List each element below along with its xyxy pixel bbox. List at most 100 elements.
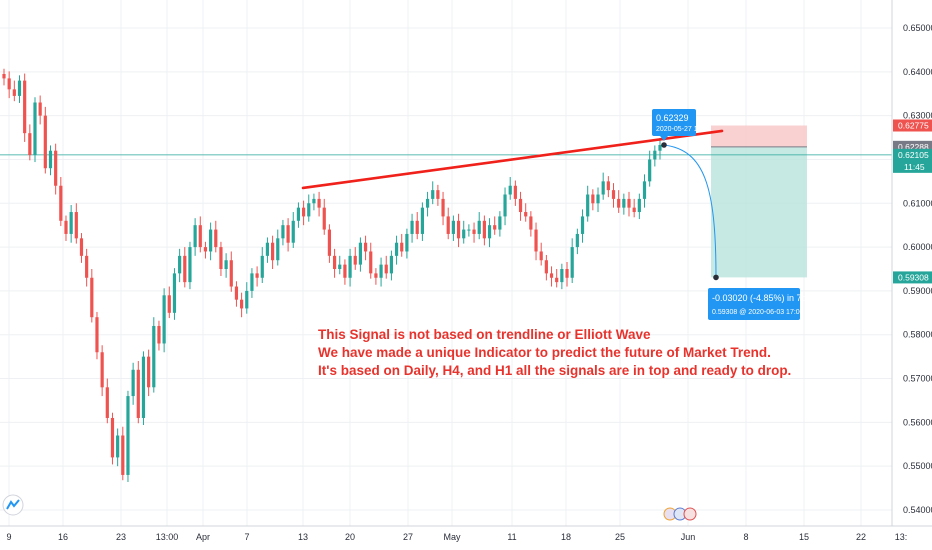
candle-body [596,194,600,204]
candle-body [33,102,37,156]
candle-body [286,225,290,243]
candle-body [487,225,492,239]
x-tick-label: 8 [743,532,748,542]
candle-body [544,260,548,274]
candle-body [498,216,502,230]
x-tick-label: 13 [298,532,308,542]
candle-body [7,78,11,90]
candle-body [648,159,652,182]
x-tick-label: 16 [58,532,68,542]
candle-body [622,198,626,208]
candle-body [183,255,187,283]
stop-price-badge: 0.62775 [893,119,932,132]
x-tick-label: 23 [116,532,126,542]
candle-body [611,190,616,199]
candle-body [513,185,517,199]
forecast-start-point[interactable] [661,142,667,148]
x-tick-label: 18 [561,532,571,542]
candle-body [28,133,32,156]
candle-body [555,277,559,283]
candle-body [379,264,383,278]
candle-body [446,216,450,234]
candle-body [85,255,89,278]
candle-body [570,247,574,278]
candle-body [234,286,239,300]
candle-body [332,255,337,269]
candle-body [338,264,342,269]
x-tick-label: 22 [856,532,866,542]
candle-body [110,417,115,458]
candle-body [632,207,636,213]
x-tick-label: 9 [6,532,11,542]
event-flag-icon [683,507,697,521]
candle-body [291,220,295,243]
candle-body [188,247,192,283]
candle-body [374,273,378,278]
candle-body [518,198,523,213]
candle-body [456,220,461,239]
candle-body [172,273,177,313]
candle-body [224,260,228,269]
candle-body [147,356,151,388]
candle-body [38,102,42,116]
candle-body [255,273,259,278]
candle-body [105,387,109,418]
current-price-label: 0.62105 [898,150,929,160]
trendline[interactable] [301,129,724,190]
candle-body [209,229,213,252]
candle-body [152,325,156,388]
candle-body [462,229,466,239]
candle-body [410,220,414,234]
x-axis-panel[interactable] [0,526,932,550]
candle-body [405,233,409,252]
candle-body [472,229,476,234]
candle-body [658,144,662,151]
candle-body [348,255,352,278]
candle-body [317,198,321,208]
candle-body [12,89,16,96]
candle-body [116,435,120,458]
candle-body [301,207,306,217]
candle-body [43,115,47,169]
y-axis-panel[interactable] [892,0,932,526]
candle-body [126,396,130,475]
candle-body [281,225,285,239]
candle-body [425,198,430,208]
target-price-badge: 0.59308 [893,271,932,284]
candle-body [322,207,326,230]
tradingview-logo[interactable] [2,494,24,516]
annotation-line-1: This Signal is not based on trendline or… [318,327,651,342]
tooltip-top-price: 0.62329 [656,113,689,123]
target-price-label: 0.59308 [898,272,929,282]
candle-body [637,198,641,213]
candle-body [591,194,595,204]
candle-body [580,216,585,234]
candle-body [240,299,244,309]
candle-body [477,220,481,234]
candle-body [95,317,99,353]
candle-body [642,181,647,199]
candle-body [384,264,388,274]
stop-loss-zone [711,125,807,147]
candle-body [270,242,275,261]
annotation: This Signal is not based on trendline or… [318,327,791,378]
x-tick-label: 13: [895,532,908,542]
candle-body [219,247,223,269]
candle-body [23,80,27,134]
candle-body [69,212,73,234]
economic-events[interactable] [663,507,697,521]
candle-body [363,242,368,252]
candle-body [529,216,533,230]
forecast-end-point[interactable] [713,274,719,281]
x-tick-label: 13:00 [156,532,179,542]
candle-body [307,203,311,217]
candle-body [312,198,316,204]
